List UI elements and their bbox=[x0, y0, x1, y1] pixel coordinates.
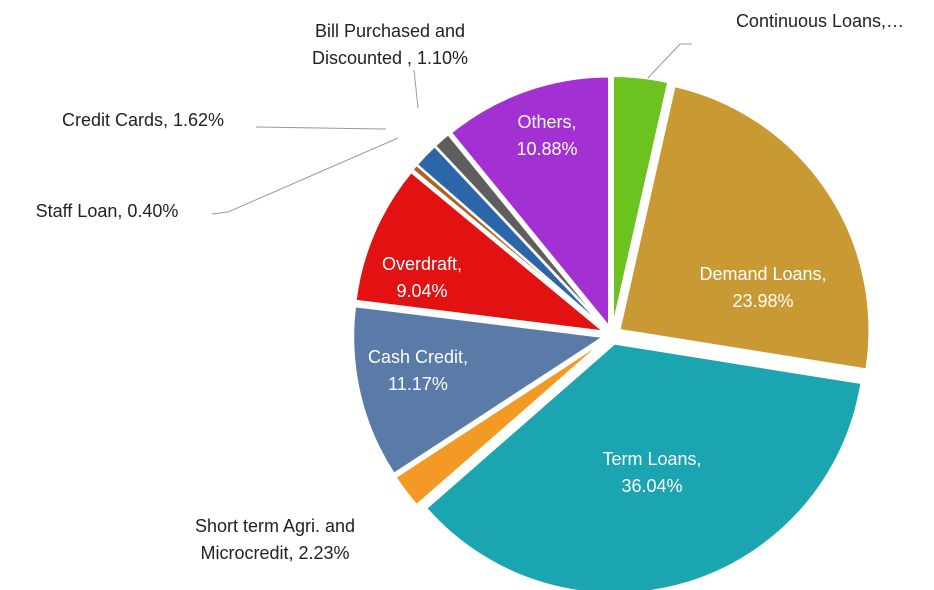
pie-slice bbox=[433, 132, 607, 329]
data-label: Others, bbox=[517, 112, 576, 132]
leader-line bbox=[647, 43, 692, 79]
leader-line bbox=[211, 137, 399, 215]
data-label: Continuous Loans,… bbox=[736, 11, 904, 31]
data-label: Microcredit, 2.23% bbox=[200, 543, 349, 563]
pie-slice bbox=[352, 305, 607, 476]
pie-slice bbox=[424, 342, 863, 590]
data-label: Bill Purchased and bbox=[315, 21, 465, 41]
data-label: 36.04% bbox=[621, 476, 682, 496]
pie-slice bbox=[618, 84, 871, 371]
pie-slice bbox=[449, 75, 610, 330]
data-label: Short term Agri. and bbox=[195, 516, 355, 536]
data-label: 9.04% bbox=[396, 281, 447, 301]
data-label: Discounted , 1.10% bbox=[312, 48, 468, 68]
data-label: Cash Credit, bbox=[368, 347, 468, 367]
data-label: Overdraft, bbox=[382, 254, 462, 274]
data-label: Staff Loan, 0.40% bbox=[36, 201, 179, 221]
leader-line bbox=[255, 126, 387, 130]
data-label: Demand Loans, bbox=[699, 264, 826, 284]
leader-line bbox=[413, 69, 419, 109]
data-label: Credit Cards, 1.62% bbox=[62, 110, 224, 130]
data-label: 23.98% bbox=[732, 291, 793, 311]
pie-slice bbox=[611, 75, 670, 327]
pie-slice bbox=[394, 339, 606, 507]
data-label: 11.17% bbox=[388, 374, 448, 394]
pie-slice bbox=[354, 170, 608, 333]
data-label: Term Loans, bbox=[602, 449, 701, 469]
data-label: 10.88% bbox=[516, 139, 577, 159]
